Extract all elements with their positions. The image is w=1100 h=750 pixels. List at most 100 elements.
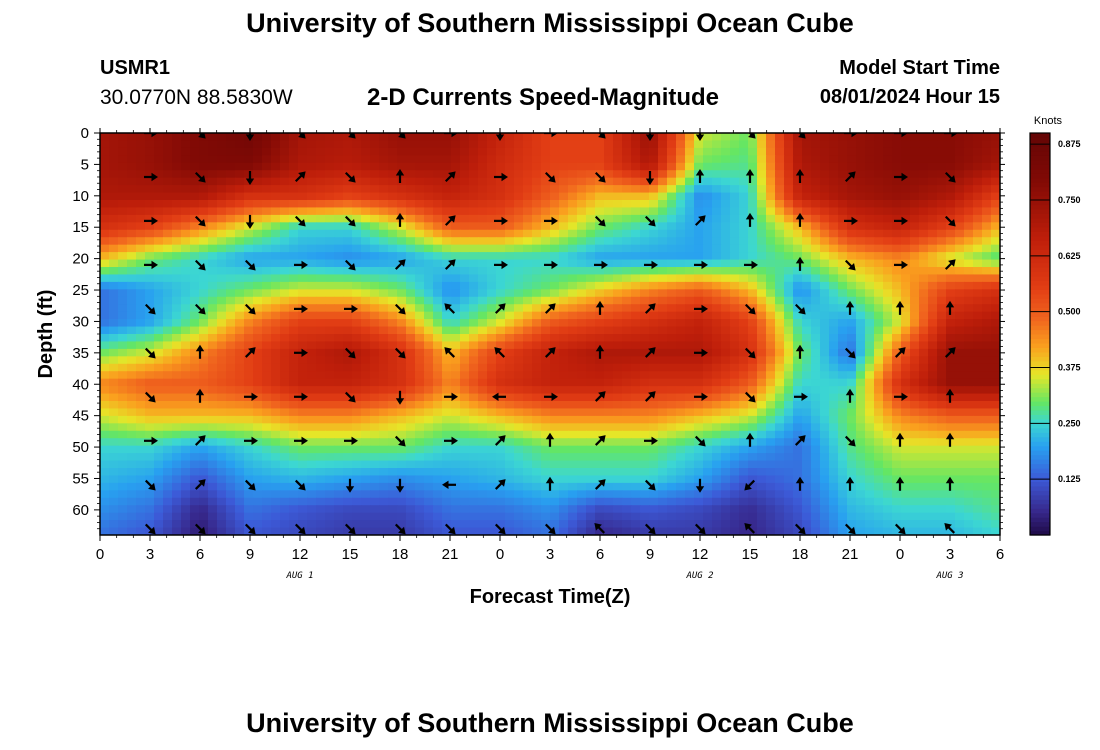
heatmap-cell — [208, 259, 218, 268]
heatmap-cell — [946, 423, 956, 432]
heatmap-cell — [919, 356, 929, 365]
heatmap-cell — [343, 296, 353, 305]
heatmap-cell — [973, 170, 983, 179]
heatmap-cell — [559, 304, 569, 313]
heatmap-cell — [676, 445, 686, 454]
heatmap-cell — [631, 334, 641, 343]
heatmap-cell — [604, 356, 614, 365]
heatmap-cell — [118, 415, 128, 424]
heatmap-cell — [109, 371, 119, 380]
heatmap-cell — [784, 296, 794, 305]
heatmap-cell — [676, 460, 686, 469]
heatmap-cell — [694, 229, 704, 238]
heatmap-cell — [712, 244, 722, 253]
heatmap-cell — [811, 408, 821, 417]
heatmap-cell — [532, 386, 542, 395]
heatmap-cell — [613, 438, 623, 447]
heatmap-cell — [442, 140, 452, 149]
heatmap-cell — [577, 170, 587, 179]
heatmap-cell — [559, 147, 569, 156]
heatmap-cell — [622, 200, 632, 209]
heatmap-cell — [433, 319, 443, 328]
heatmap-cell — [820, 475, 830, 484]
heatmap-cell — [604, 393, 614, 402]
heatmap-cell — [199, 200, 209, 209]
heatmap-cell — [280, 334, 290, 343]
station-id: USMR1 — [100, 57, 171, 79]
heatmap-cell — [244, 475, 254, 484]
heatmap-cell — [208, 334, 218, 343]
heatmap-cell — [811, 304, 821, 313]
heatmap-cell — [109, 326, 119, 335]
heatmap-cell — [307, 341, 317, 350]
heatmap-cell — [118, 274, 128, 283]
heatmap-cell — [676, 326, 686, 335]
heatmap-cell — [523, 155, 533, 164]
heatmap-cell — [694, 274, 704, 283]
heatmap-cell — [415, 363, 425, 372]
heatmap-cell — [352, 371, 362, 380]
heatmap-cell — [829, 237, 839, 246]
heatmap-cell — [649, 296, 659, 305]
heatmap-cell — [766, 311, 776, 320]
heatmap-cell — [280, 304, 290, 313]
heatmap-cell — [541, 475, 551, 484]
heatmap-cell — [757, 475, 767, 484]
heatmap-cell — [973, 415, 983, 424]
heatmap-cell — [280, 274, 290, 283]
heatmap-cell — [838, 326, 848, 335]
heatmap-cell — [703, 162, 713, 171]
heatmap-cell — [676, 430, 686, 439]
heatmap-cell — [550, 274, 560, 283]
heatmap-cell — [748, 281, 758, 290]
heatmap-cell — [271, 133, 281, 142]
heatmap-cell — [937, 401, 947, 410]
heatmap-cell — [406, 237, 416, 246]
heatmap-cell — [478, 453, 488, 462]
heatmap-cell — [217, 423, 227, 432]
heatmap-cell — [658, 468, 668, 477]
heatmap-cell — [424, 460, 434, 469]
heatmap-cell — [253, 386, 263, 395]
heatmap-cell — [217, 438, 227, 447]
heatmap-cell — [181, 237, 191, 246]
heatmap-cell — [730, 363, 740, 372]
heatmap-cell — [388, 438, 398, 447]
heatmap-cell — [568, 140, 578, 149]
heatmap-cell — [352, 326, 362, 335]
heatmap-cell — [334, 170, 344, 179]
heatmap-cell — [127, 170, 137, 179]
heatmap-cell — [604, 147, 614, 156]
heatmap-cell — [532, 304, 542, 313]
heatmap-cell — [883, 229, 893, 238]
heatmap-cell — [667, 497, 677, 506]
heatmap-cell — [694, 222, 704, 231]
heatmap-cell — [172, 423, 182, 432]
heatmap-cell — [640, 237, 650, 246]
heatmap-cell — [766, 468, 776, 477]
heatmap-cell — [217, 378, 227, 387]
heatmap-cell — [532, 319, 542, 328]
heatmap-cell — [154, 386, 164, 395]
heatmap-cell — [640, 274, 650, 283]
heatmap-cell — [271, 356, 281, 365]
heatmap-cell — [181, 393, 191, 402]
heatmap-cell — [757, 155, 767, 164]
heatmap-cell — [712, 378, 722, 387]
heatmap-cell — [838, 155, 848, 164]
heatmap-cell — [541, 363, 551, 372]
heatmap-cell — [478, 237, 488, 246]
heatmap-cell — [163, 274, 173, 283]
heatmap-cell — [226, 378, 236, 387]
heatmap-cell — [910, 341, 920, 350]
heatmap-cell — [721, 222, 731, 231]
heatmap-cell — [244, 415, 254, 424]
heatmap-cell — [910, 244, 920, 253]
heatmap-cell — [208, 222, 218, 231]
heatmap-cell — [262, 214, 272, 223]
heatmap-cell — [190, 155, 200, 164]
heatmap-cell — [307, 497, 317, 506]
heatmap-cell — [910, 304, 920, 313]
heatmap-cell — [964, 319, 974, 328]
heatmap-cell — [523, 244, 533, 253]
